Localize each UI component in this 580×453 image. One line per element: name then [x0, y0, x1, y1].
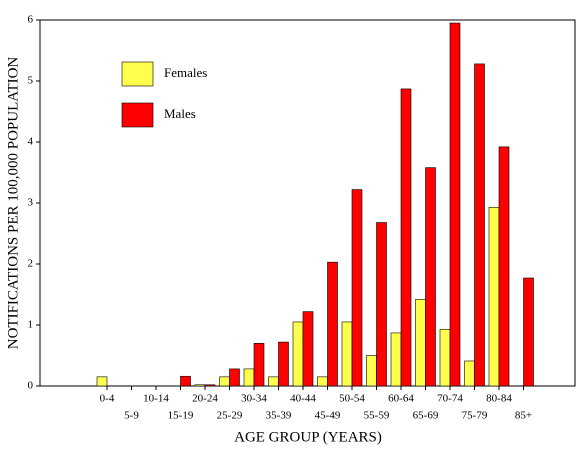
x-tick-label: 65-69	[413, 410, 439, 422]
x-tick-label: 10-14	[143, 393, 169, 405]
bar	[439, 328, 451, 387]
bar	[243, 368, 255, 387]
bar	[425, 167, 436, 387]
legend-swatch	[121, 102, 154, 128]
bar	[351, 189, 363, 387]
x-tick-label: 75-79	[462, 410, 488, 422]
y-tick-label: 5	[28, 75, 34, 87]
x-tick-label: 45-49	[315, 410, 341, 422]
bar	[449, 22, 461, 387]
x-tick-label: 25-29	[217, 410, 243, 422]
y-tick-label: 3	[28, 197, 34, 209]
bar	[278, 341, 289, 387]
x-tick-label: 40-44	[290, 393, 316, 405]
x-tick-label: 80-84	[486, 393, 512, 405]
bar	[366, 355, 377, 387]
legend-label: Females	[164, 65, 207, 80]
bar	[96, 376, 108, 387]
bar	[229, 368, 240, 387]
bar	[488, 206, 500, 387]
y-tick-label: 6	[28, 14, 34, 26]
legend-swatch	[121, 61, 154, 87]
bar	[341, 321, 353, 387]
bar	[474, 63, 485, 387]
bar	[292, 321, 304, 387]
x-axis-title: AGE GROUP (YEARS)	[234, 429, 382, 445]
y-tick-label: 2	[28, 258, 34, 270]
legend-label: Males	[164, 106, 196, 121]
bar	[400, 88, 412, 387]
bar	[523, 277, 534, 387]
y-tick-label: 1	[28, 319, 34, 331]
x-tick-label: 50-54	[339, 393, 365, 405]
bar	[464, 360, 475, 387]
bar	[415, 299, 426, 387]
x-tick-label: 30-34	[241, 393, 267, 405]
bar	[219, 376, 230, 387]
y-tick-label: 0	[28, 380, 34, 392]
y-axis-title: NOTIFICATIONS PER 100,000 POPULATION	[5, 57, 21, 350]
bar	[194, 384, 206, 387]
x-tick-label: 85+	[515, 410, 532, 422]
x-tick-label: 35-39	[266, 410, 292, 422]
bar	[327, 261, 338, 387]
bar	[302, 311, 314, 387]
x-tick-label: 70-74	[437, 393, 463, 405]
x-tick-label: 15-19	[168, 410, 194, 422]
bar	[268, 376, 279, 387]
x-tick-label: 5-9	[124, 410, 139, 422]
bar	[376, 222, 387, 387]
y-tick-label: 4	[28, 136, 34, 148]
x-tick-label: 55-59	[364, 410, 390, 422]
x-tick-label: 20-24	[192, 393, 218, 405]
x-tick-label: 60-64	[388, 393, 414, 405]
bar	[180, 375, 191, 387]
x-tick-label: 0-4	[100, 393, 115, 405]
bar	[317, 376, 328, 387]
bar	[204, 384, 216, 387]
bar	[390, 332, 402, 387]
bar	[253, 342, 265, 387]
bar	[498, 146, 510, 387]
